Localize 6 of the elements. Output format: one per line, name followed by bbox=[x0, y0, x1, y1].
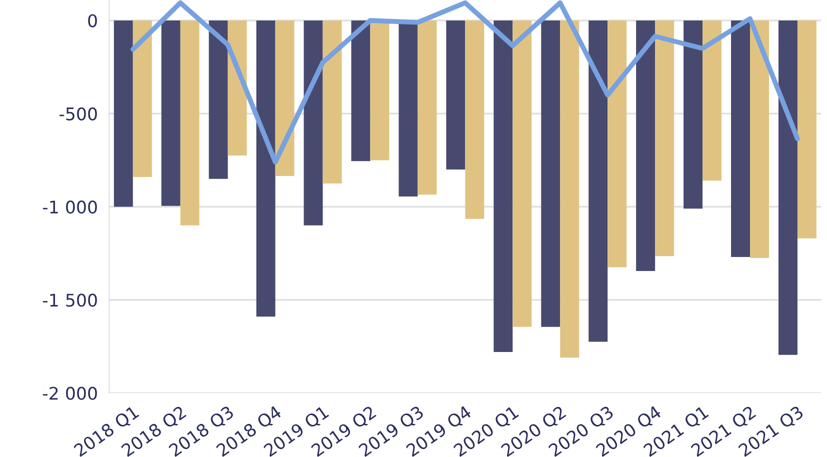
line-series bbox=[130, 0, 800, 164]
y-tick-label: -1 000 bbox=[42, 200, 97, 214]
y-tick-label: 0 bbox=[88, 14, 97, 28]
y-tick-label: -2 000 bbox=[42, 386, 97, 400]
y-tick-label: -1 500 bbox=[42, 294, 97, 307]
y-tick-label: -500 bbox=[60, 107, 97, 120]
